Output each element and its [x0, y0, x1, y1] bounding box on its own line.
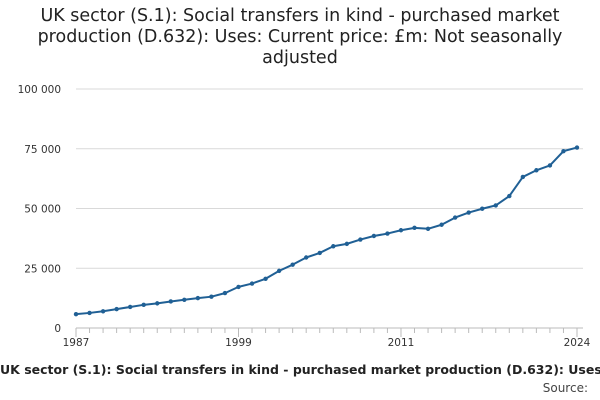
- data-point[interactable]: [371, 233, 377, 239]
- data-point[interactable]: [114, 306, 119, 312]
- data-point[interactable]: [276, 268, 282, 274]
- data-point[interactable]: [412, 225, 417, 231]
- data-point[interactable]: [168, 299, 173, 304]
- source-label: Source:: [542, 381, 588, 395]
- data-point[interactable]: [439, 222, 444, 227]
- chart-title-line-3: adjusted: [262, 48, 338, 68]
- y-tick-label: 100 000: [18, 84, 61, 96]
- data-point[interactable]: [452, 215, 458, 220]
- data-point[interactable]: [290, 262, 295, 267]
- x-tick-label: 2024: [564, 337, 591, 349]
- data-point[interactable]: [534, 168, 539, 173]
- data-point[interactable]: [480, 206, 485, 211]
- data-point[interactable]: [331, 244, 336, 249]
- legend-entry: UK sector (S.1): Social transfers in kin…: [0, 362, 600, 377]
- data-point[interactable]: [87, 310, 92, 316]
- chart-title-line-1: UK sector (S.1): Social transfers in kin…: [40, 6, 560, 26]
- data-point[interactable]: [547, 163, 553, 168]
- data-point[interactable]: [303, 255, 309, 260]
- legend: UK sector (S.1): Social transfers in kin…: [0, 362, 600, 377]
- y-tick-label: 75 000: [24, 144, 61, 156]
- data-point[interactable]: [127, 304, 133, 310]
- data-point[interactable]: [100, 309, 106, 314]
- x-axis: [75, 327, 583, 337]
- data-point[interactable]: [574, 145, 580, 150]
- x-tick-label: 2011: [388, 337, 415, 349]
- data-point[interactable]: [73, 311, 79, 317]
- data-point[interactable]: [520, 174, 526, 180]
- x-tick-label: 1999: [225, 337, 252, 349]
- data-point[interactable]: [209, 294, 214, 299]
- series-layer: [73, 145, 580, 317]
- data-point[interactable]: [222, 290, 228, 296]
- data-point[interactable]: [425, 226, 431, 232]
- data-point[interactable]: [507, 193, 512, 199]
- chart-title: UK sector (S.1): Social transfers in kin…: [10, 6, 590, 69]
- y-tick-label: 0: [54, 323, 61, 335]
- data-point[interactable]: [155, 301, 160, 306]
- y-tick-label: 50 000: [24, 204, 61, 216]
- data-point[interactable]: [141, 302, 146, 308]
- data-point[interactable]: [236, 284, 241, 290]
- data-point[interactable]: [358, 237, 363, 242]
- data-point[interactable]: [195, 295, 201, 301]
- data-point[interactable]: [344, 241, 350, 247]
- chart-title-line-2: production (D.632): Uses: Current price:…: [37, 27, 563, 47]
- y-axis-labels: 0 25 000 50 000 75 000 100 000: [18, 84, 61, 335]
- data-point[interactable]: [317, 250, 322, 256]
- data-point[interactable]: [263, 276, 268, 281]
- grid-lines: [76, 88, 583, 269]
- x-axis-labels: 1987 1999 2011 2024: [63, 337, 591, 349]
- data-point[interactable]: [561, 148, 566, 154]
- series-line-0: [75, 146, 578, 316]
- data-point[interactable]: [493, 203, 498, 208]
- data-point[interactable]: [385, 231, 390, 236]
- data-point[interactable]: [466, 210, 471, 215]
- data-point[interactable]: [249, 281, 255, 286]
- data-point[interactable]: [398, 228, 404, 233]
- data-point[interactable]: [182, 297, 187, 302]
- x-tick-label: 1987: [63, 337, 90, 349]
- y-tick-label: 25 000: [24, 263, 61, 275]
